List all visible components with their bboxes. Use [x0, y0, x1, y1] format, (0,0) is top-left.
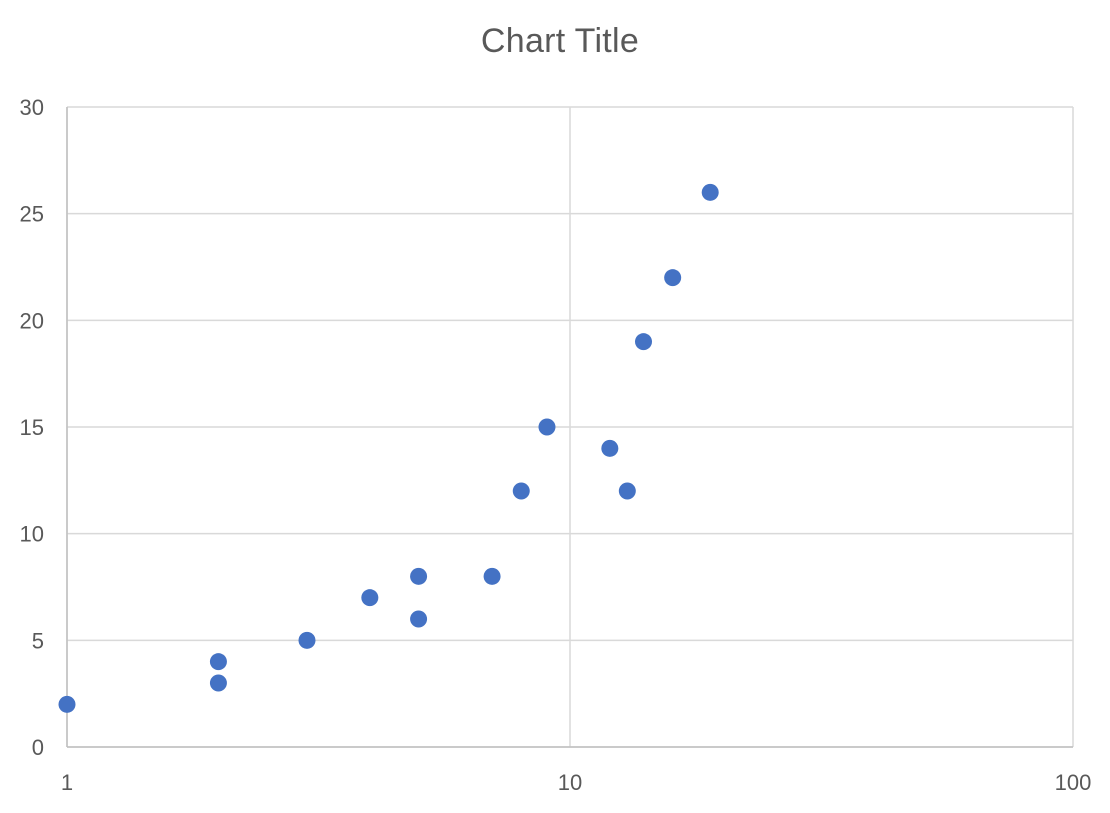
data-point-5 [410, 610, 428, 628]
x-tick-label-1: 1 [61, 770, 73, 795]
data-point-14 [701, 183, 719, 201]
data-point-4 [361, 589, 379, 607]
data-point-2 [209, 653, 227, 671]
y-tick-label-5: 5 [32, 628, 44, 653]
chart-title: Chart Title [480, 22, 640, 60]
data-point-6 [410, 567, 428, 585]
x-tick-label-10: 10 [558, 770, 582, 795]
y-tick-label-0: 0 [32, 735, 44, 760]
data-point-12 [635, 333, 653, 351]
data-point-0 [58, 695, 76, 713]
data-point-9 [538, 418, 556, 436]
tick-labels: 0 5 10 15 20 25 30 1 10 100 [20, 95, 1092, 795]
y-tick-label-15: 15 [20, 415, 44, 440]
data-point-13 [664, 269, 682, 287]
data-point-8 [512, 482, 530, 500]
data-point-7 [483, 567, 501, 585]
gridlines [66, 106, 1074, 748]
data-point-1 [209, 674, 227, 692]
y-tick-label-30: 30 [20, 95, 44, 120]
data-points [58, 183, 719, 713]
y-tick-label-25: 25 [20, 202, 44, 227]
y-tick-label-20: 20 [20, 308, 44, 333]
data-point-11 [618, 482, 636, 500]
x-tick-label-100: 100 [1055, 770, 1092, 795]
data-point-10 [601, 439, 619, 457]
data-point-3 [298, 631, 316, 649]
y-tick-label-10: 10 [20, 522, 44, 547]
